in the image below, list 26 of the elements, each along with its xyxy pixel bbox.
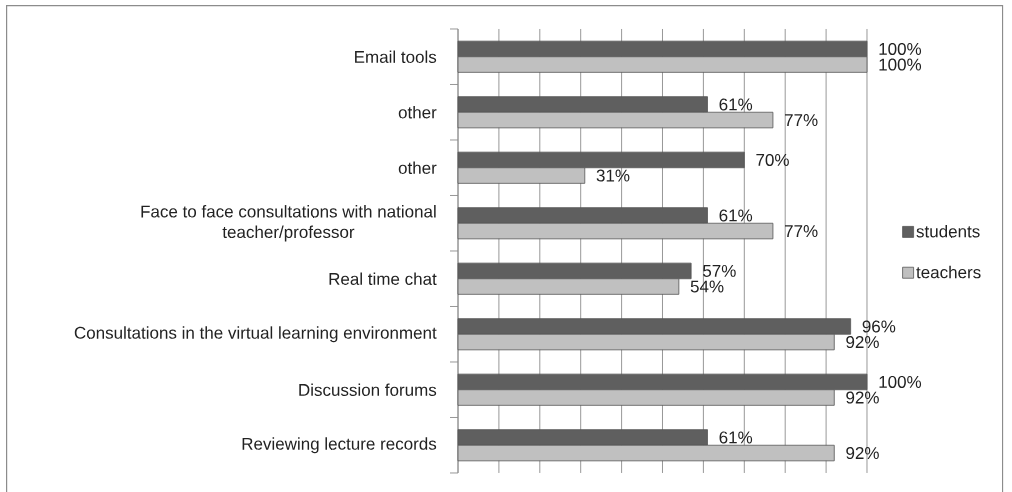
data-label: 92% (846, 391, 879, 404)
y-tick-label: Face to face consultations with national teacher/professor (141, 205, 436, 242)
y-tick-label: Email tools (355, 50, 437, 63)
data-label: 100% (879, 58, 922, 71)
data-label: 77% (785, 114, 818, 126)
y-tick-label: Reviewing lecture records (242, 437, 437, 454)
data-label: 92% (846, 336, 879, 349)
y-tick-label: Consultations in the virtual learning environment (74, 326, 437, 343)
data-label: 70% (756, 153, 789, 166)
legend-label: teachers (916, 265, 981, 279)
data-label: 77% (785, 225, 818, 237)
legend-label: students (916, 225, 980, 238)
data-label: 61% (719, 209, 753, 222)
y-tick-label: other (398, 161, 437, 174)
data-label: 31% (596, 169, 630, 182)
y-tick-label: Discussion forums (299, 383, 437, 396)
y-tick-label: other (398, 106, 437, 119)
data-label: 61% (719, 431, 753, 444)
y-tick-label: Real time chat (329, 272, 437, 285)
data-label: 54% (690, 280, 724, 293)
data-label: 96% (862, 320, 896, 333)
data-label: 57% (703, 264, 736, 277)
data-label: 92% (846, 447, 879, 460)
data-label: 61% (719, 98, 753, 111)
data-label: 100% (879, 375, 922, 388)
data-label: 100% (879, 42, 922, 55)
